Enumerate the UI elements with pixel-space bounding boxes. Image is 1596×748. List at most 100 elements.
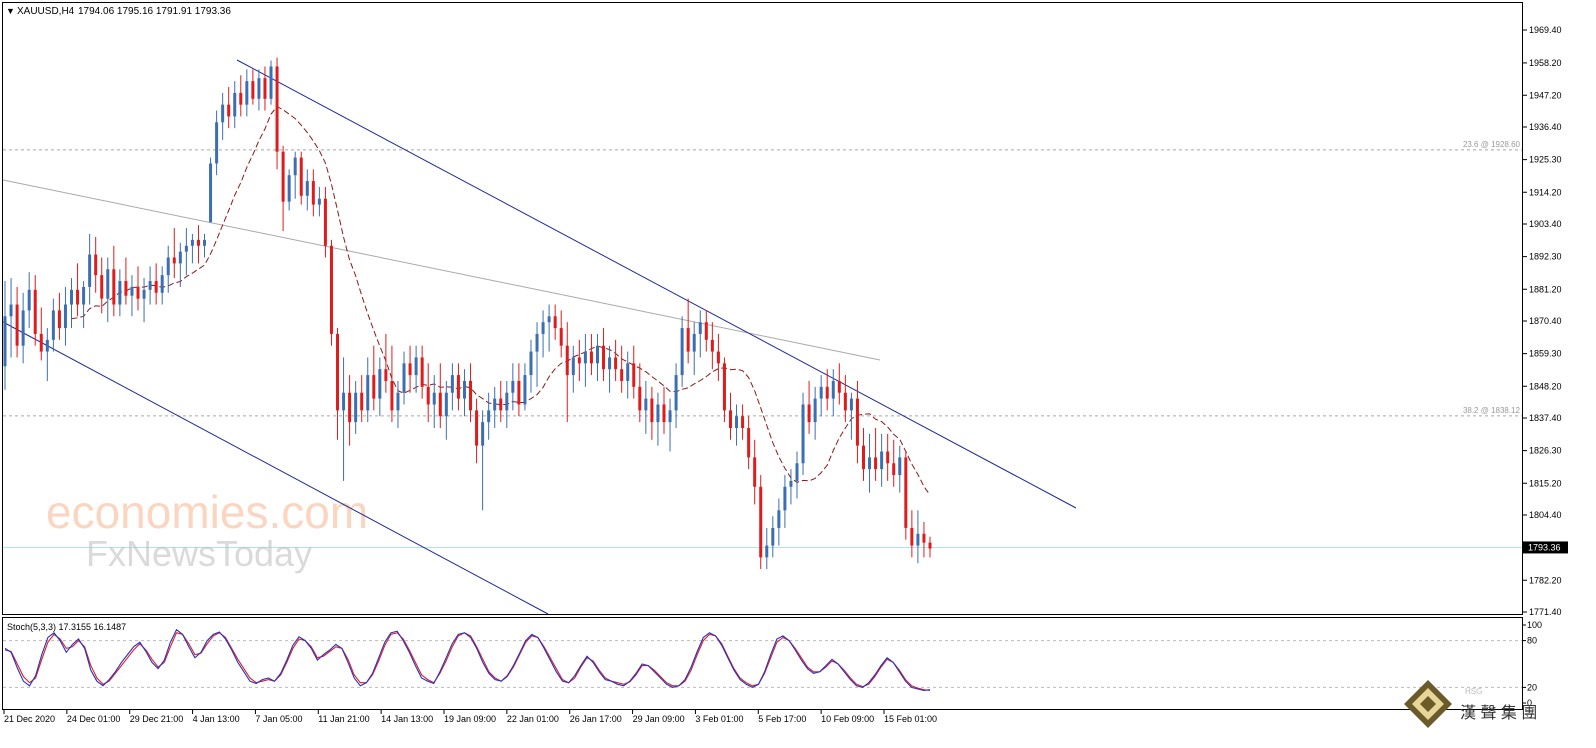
y-tick-label: 1782.20 bbox=[1529, 575, 1562, 585]
channel-upper-line bbox=[236, 59, 1077, 509]
candle-body bbox=[910, 527, 914, 546]
candle-body bbox=[299, 157, 303, 196]
company-logo: 漢 聲 集 團 HSG bbox=[1404, 680, 1537, 728]
x-tick-label: 22 Jan 01:00 bbox=[507, 714, 559, 724]
candle-body bbox=[928, 542, 932, 549]
fib-label: 38.2 @ 1838.12 bbox=[1463, 406, 1521, 415]
candle-body bbox=[57, 310, 61, 329]
stoch-axis: 100 80 20 0 bbox=[1522, 620, 1542, 708]
x-tick-label: 5 Feb 17:00 bbox=[758, 714, 806, 724]
stoch-levels bbox=[3, 640, 1522, 688]
moving-average-line bbox=[71, 105, 931, 496]
candle-body bbox=[499, 398, 503, 411]
candle-body bbox=[269, 66, 273, 99]
candle-body bbox=[233, 92, 237, 117]
candle-body bbox=[765, 545, 769, 558]
candle-body bbox=[245, 81, 249, 105]
candle-body bbox=[3, 316, 7, 367]
watermark: economies.com FxNewsToday bbox=[46, 486, 368, 574]
candle-body bbox=[136, 286, 140, 299]
candle-body bbox=[837, 380, 841, 393]
candle-body bbox=[209, 163, 213, 223]
candle-body bbox=[529, 351, 533, 376]
candle-body bbox=[674, 375, 678, 411]
candle-body bbox=[263, 78, 267, 99]
candle-body bbox=[535, 333, 539, 352]
candle-body bbox=[753, 457, 757, 487]
candle-body bbox=[469, 380, 473, 411]
logo-diamond-core bbox=[1420, 696, 1436, 712]
grey-trendline bbox=[2, 179, 881, 361]
candle-body bbox=[420, 357, 424, 387]
candle-body bbox=[257, 78, 261, 99]
stoch-main-line bbox=[4, 628, 931, 692]
candle-body bbox=[456, 375, 460, 399]
candle-body bbox=[366, 375, 370, 411]
candle-body bbox=[426, 386, 430, 405]
candle-body bbox=[51, 310, 55, 340]
main-panel-frame bbox=[2, 2, 1523, 615]
candle-body bbox=[614, 357, 618, 370]
candle-body bbox=[583, 351, 587, 364]
candle-body bbox=[390, 380, 394, 411]
candle-body bbox=[130, 286, 134, 296]
candle-body bbox=[27, 289, 31, 311]
stoch-signal-line bbox=[4, 632, 931, 692]
candle-body bbox=[323, 198, 327, 246]
candle-body bbox=[82, 286, 86, 305]
candle-body bbox=[626, 363, 630, 381]
candle-body bbox=[523, 375, 527, 405]
candle-body bbox=[251, 81, 255, 99]
candle-body bbox=[487, 410, 491, 423]
chevron-down-icon[interactable]: ▼ bbox=[6, 6, 15, 16]
y-tick-label: 1969.40 bbox=[1529, 25, 1562, 35]
candle-body bbox=[686, 328, 690, 352]
watermark-economies: economies.com bbox=[46, 486, 368, 538]
candle-body bbox=[801, 404, 805, 464]
x-tick-label: 14 Jan 13:00 bbox=[381, 714, 433, 724]
candle-body bbox=[360, 392, 364, 411]
candle-body bbox=[704, 322, 708, 340]
candle-body bbox=[70, 289, 74, 305]
stoch-tick-label: 20 bbox=[1527, 682, 1537, 692]
candle-body bbox=[741, 416, 745, 428]
y-tick-label: 1914.20 bbox=[1529, 187, 1562, 197]
candle-body bbox=[342, 392, 346, 411]
candle-body bbox=[317, 198, 321, 205]
candle-body bbox=[184, 245, 188, 252]
time-axis[interactable]: 21 Dec 2020 24 Dec 01:00 29 Dec 21:00 4 Jan… bbox=[3, 710, 937, 724]
candle-body bbox=[710, 339, 714, 352]
candle-body bbox=[462, 380, 466, 399]
y-tick-label: 1859.30 bbox=[1529, 349, 1562, 359]
price-axis[interactable]: 1969.40 1958.20 1947.20 1936.40 1925.30 1914.… bbox=[1522, 25, 1562, 617]
candle-body bbox=[505, 392, 509, 411]
candle-body bbox=[414, 357, 418, 376]
candle-body bbox=[547, 316, 551, 323]
candle-body bbox=[904, 457, 908, 528]
candle-body bbox=[221, 104, 225, 123]
candle-body bbox=[190, 239, 194, 246]
candle-body bbox=[9, 304, 13, 317]
candle-body bbox=[384, 369, 388, 381]
channel-lower-line bbox=[2, 321, 549, 615]
candle-body bbox=[783, 486, 787, 511]
candle-body bbox=[287, 175, 291, 202]
candle-body bbox=[825, 386, 829, 399]
fib-levels: 23.6 @ 1928.60 38.2 @ 1838.12 bbox=[3, 140, 1522, 417]
y-tick-label: 1947.20 bbox=[1529, 90, 1562, 100]
candle-body bbox=[311, 181, 315, 205]
candle-body bbox=[571, 357, 575, 376]
x-tick-label: 7 Jan 05:00 bbox=[255, 714, 302, 724]
stoch-tick-label: 0 bbox=[1527, 698, 1532, 708]
candle-body bbox=[281, 151, 285, 202]
candle-body bbox=[402, 363, 406, 393]
y-tick-label: 1815.20 bbox=[1529, 478, 1562, 488]
candle-body bbox=[771, 527, 775, 546]
candle-body bbox=[33, 289, 37, 334]
candle-body bbox=[348, 392, 352, 423]
candle-body bbox=[329, 245, 333, 334]
candle-body bbox=[668, 410, 672, 423]
x-tick-label: 24 Dec 01:00 bbox=[67, 714, 121, 724]
y-tick-label: 1771.40 bbox=[1529, 607, 1562, 617]
